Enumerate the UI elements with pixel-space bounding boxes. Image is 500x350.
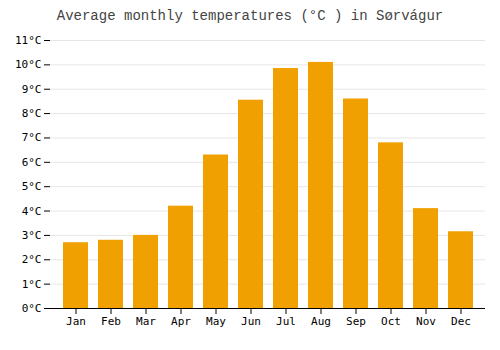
svg-text:Nov: Nov (416, 315, 436, 328)
svg-text:Mar: Mar (136, 315, 156, 328)
svg-text:Feb: Feb (101, 315, 121, 328)
svg-text:Dec: Dec (451, 315, 471, 328)
svg-text:0°C: 0°C (22, 302, 42, 315)
svg-text:Oct: Oct (381, 315, 401, 328)
svg-text:Jul: Jul (276, 315, 296, 328)
html-text:Average monthly temperatures (: Average monthly temperatures (°C ) in Sø… (56, 8, 444, 24)
svg-text:May: May (206, 315, 226, 328)
svg-text:Apr: Apr (171, 315, 191, 328)
svg-text:9°C: 9°C (22, 83, 42, 96)
svg-text:6°C: 6°C (22, 156, 42, 169)
svg-text:8°C: 8°C (22, 107, 42, 120)
svg-text:Jun: Jun (241, 315, 261, 328)
svg-text:Sep: Sep (346, 315, 366, 328)
svg-text:Jan: Jan (66, 315, 86, 328)
svg-text:7°C: 7°C (22, 131, 42, 144)
svg-text:Aug: Aug (311, 315, 331, 328)
svg-text:4°C: 4°C (22, 205, 42, 218)
svg-text:5°C: 5°C (22, 180, 42, 193)
svg-text:11°C: 11°C (15, 34, 42, 47)
svg-text:3°C: 3°C (22, 229, 42, 242)
svg-text:10°C: 10°C (15, 58, 42, 71)
svg-text:1°C: 1°C (22, 278, 42, 291)
svg-text:2°C: 2°C (22, 253, 42, 266)
